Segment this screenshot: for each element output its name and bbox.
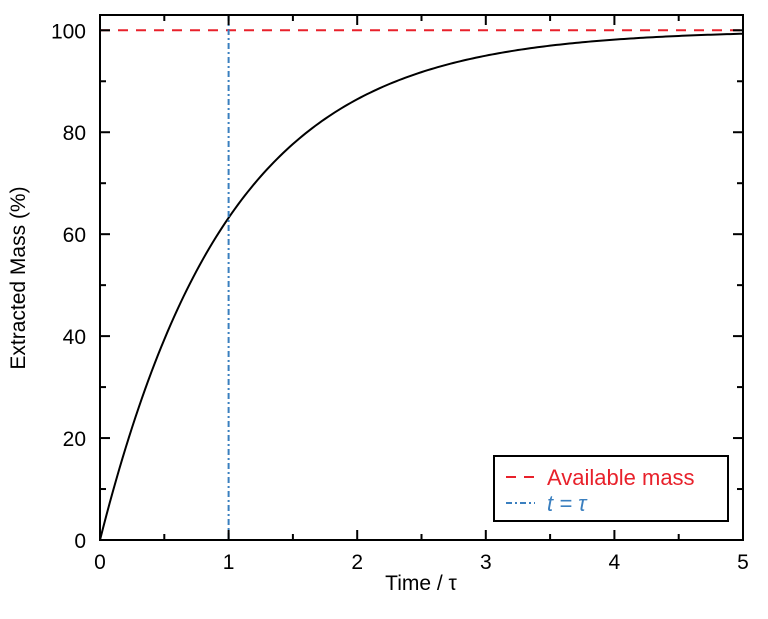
legend-label-t-tau: t = τ xyxy=(547,491,588,516)
x-axis-label: Time / τ xyxy=(385,572,457,595)
y-tick-label: 100 xyxy=(51,20,86,43)
y-tick-label: 80 xyxy=(63,122,86,145)
x-tick-label: 0 xyxy=(94,551,106,574)
legend: Available mass t = τ xyxy=(493,455,729,522)
x-tick-label: 2 xyxy=(351,551,363,574)
x-tick-label: 4 xyxy=(609,551,621,574)
x-tick-label: 1 xyxy=(223,551,235,574)
extracted-mass-curve xyxy=(99,32,744,541)
y-tick-label: 60 xyxy=(63,224,86,247)
legend-label-available-mass: Available mass xyxy=(547,465,695,490)
y-tick-label: 20 xyxy=(63,428,86,451)
x-tick-label: 3 xyxy=(480,551,492,574)
y-tick-label: 40 xyxy=(63,326,86,349)
y-tick-label: 0 xyxy=(74,530,86,553)
legend-box xyxy=(493,455,729,522)
y-axis-label: Extracted Mass (%) xyxy=(7,186,30,369)
x-tick-label: 5 xyxy=(737,551,749,574)
